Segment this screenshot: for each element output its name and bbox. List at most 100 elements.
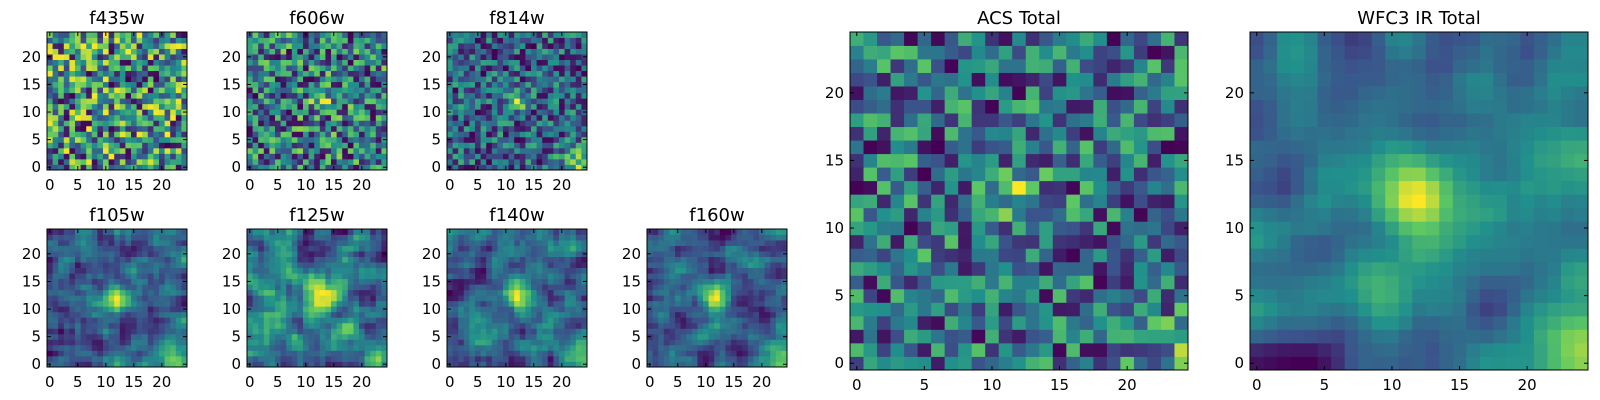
heatmap-cell: [331, 317, 337, 324]
heatmap-cell: [269, 59, 276, 66]
heatmap-cell: [480, 328, 487, 335]
heatmap-cell: [175, 295, 182, 302]
heatmap-cell: [542, 333, 549, 340]
heatmap-cell: [1174, 302, 1189, 317]
heatmap-cell: [47, 98, 53, 105]
heatmap-cell: [486, 32, 493, 38]
heatmap-cell: [747, 229, 754, 235]
heatmap-cell: [175, 92, 182, 99]
heatmap-cell: [770, 311, 777, 318]
heatmap-cell: [486, 289, 493, 296]
heatmap-cell: [63, 98, 70, 105]
heatmap-cell: [297, 355, 304, 362]
heatmap-cell: [69, 164, 76, 171]
heatmap-cell: [680, 240, 687, 246]
heatmap-cell: [319, 142, 326, 149]
heatmap-cell: [469, 114, 476, 121]
heatmap-cell: [458, 306, 465, 313]
heatmap-cell: [531, 142, 537, 149]
heatmap-cell: [503, 339, 509, 346]
heatmap-cell: [686, 355, 693, 362]
heatmap-cell: [542, 54, 549, 60]
heatmap-cell: [917, 302, 932, 317]
heatmap-cell: [463, 344, 470, 351]
heatmap-cell: [469, 153, 476, 160]
heatmap-cell: [175, 306, 182, 313]
heatmap-cell: [904, 194, 918, 209]
axes-frame: [446, 228, 588, 368]
heatmap-cell: [1120, 275, 1135, 290]
heatmap-cell: [125, 164, 132, 171]
heatmap-cell: [331, 262, 337, 269]
heatmap-cell: [764, 344, 771, 351]
heatmap-cell: [581, 48, 588, 55]
heatmap-cell: [370, 87, 377, 94]
heatmap-cell: [575, 32, 582, 38]
heatmap-cell: [463, 131, 470, 138]
heatmap-cell: [252, 273, 259, 280]
heatmap-cell: [103, 87, 109, 94]
heatmap-cell: [336, 267, 343, 274]
heatmap-cell: [1093, 356, 1108, 371]
heatmap-cell: [759, 273, 765, 280]
heatmap-cell: [103, 267, 109, 274]
heatmap-cell: [781, 267, 788, 274]
heatmap-cell: [497, 289, 504, 296]
heatmap-cell: [325, 256, 332, 263]
heatmap-cell: [308, 350, 315, 357]
heatmap-cell: [97, 240, 104, 246]
heatmap-cell: [97, 125, 104, 132]
heatmap-cell: [308, 92, 315, 99]
heatmap-cell: [452, 136, 459, 143]
heatmap-cell: [80, 317, 87, 324]
heatmap-cell: [519, 339, 526, 346]
heatmap-cell: [877, 167, 891, 182]
heatmap-cell: [353, 317, 360, 324]
heatmap-cell: [447, 295, 453, 302]
heatmap-cell: [336, 37, 343, 44]
heatmap-cell: [303, 136, 309, 143]
heatmap-cell: [359, 273, 365, 280]
heatmap-cell: [119, 328, 126, 335]
heatmap-cell: [719, 229, 726, 235]
heatmap-cell: [375, 98, 382, 105]
heatmap-cell: [175, 109, 182, 116]
heatmap-cell: [147, 81, 154, 88]
heatmap-cell: [359, 65, 365, 72]
heatmap-cell: [447, 339, 453, 346]
axes-frame: [46, 228, 188, 368]
heatmap-cell: [286, 125, 293, 132]
heatmap-cell: [252, 70, 259, 77]
heatmap-cell: [675, 300, 681, 307]
heatmap-cell: [308, 262, 315, 269]
heatmap-cell: [581, 350, 588, 357]
heatmap-cell: [452, 32, 459, 38]
heatmap-cell: [58, 98, 65, 105]
heatmap-cell: [319, 317, 326, 324]
heatmap-cell: [47, 48, 53, 55]
heatmap-cell: [708, 295, 715, 302]
heatmap-cell: [452, 350, 459, 357]
heatmap-cell: [370, 300, 377, 307]
heatmap-cell: [47, 76, 53, 83]
heatmap-cell: [491, 289, 498, 296]
heatmap-cell: [753, 328, 760, 335]
heatmap-cell: [1052, 356, 1067, 371]
heatmap-cell: [80, 289, 87, 296]
heatmap-cell: [525, 142, 532, 149]
heatmap-cell: [342, 70, 349, 77]
heatmap-cell: [703, 251, 709, 257]
heatmap-cell: [258, 284, 265, 291]
heatmap-cell: [125, 234, 132, 241]
heatmap-cell: [491, 300, 498, 307]
heatmap-cell: [280, 240, 287, 246]
heatmap-cell: [297, 158, 304, 165]
heatmap-cell: [58, 229, 65, 235]
heatmap-cell: [342, 289, 349, 296]
heatmap-cell: [153, 147, 160, 154]
heatmap-cell: [91, 328, 98, 335]
heatmap-cell: [531, 262, 537, 269]
heatmap-cell: [97, 339, 104, 346]
heatmap-cell: [714, 344, 721, 351]
heatmap-cell: [480, 350, 487, 357]
